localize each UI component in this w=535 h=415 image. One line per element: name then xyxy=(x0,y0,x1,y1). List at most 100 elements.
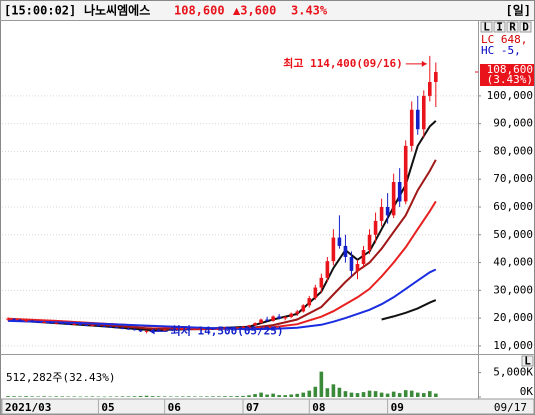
candle-body xyxy=(343,245,348,257)
toolbar-button[interactable] xyxy=(521,355,534,367)
volume-bar xyxy=(397,393,402,397)
candle-body xyxy=(277,316,281,319)
volume-bar xyxy=(54,396,59,397)
candle-body xyxy=(391,182,396,216)
volume-bar xyxy=(427,391,432,397)
volume-bar xyxy=(229,396,233,397)
candle-body xyxy=(48,322,53,324)
y-tick-label: 40,000 xyxy=(493,256,533,269)
toolbar-button[interactable] xyxy=(493,21,506,33)
volume-bar xyxy=(36,396,40,397)
toolbar-label[interactable]: R xyxy=(509,21,516,34)
candle-body xyxy=(144,330,149,332)
candle-body xyxy=(36,321,40,323)
candle-body xyxy=(434,72,438,82)
candle-body xyxy=(301,305,306,312)
x-tick-label: 06 xyxy=(168,401,182,414)
volume-bar xyxy=(211,396,215,397)
volume-bar xyxy=(18,396,22,397)
candle-body xyxy=(30,320,34,322)
volume-bar xyxy=(385,393,390,397)
change: ▲3,600 xyxy=(233,4,276,18)
candle-body xyxy=(373,220,378,235)
candle-body xyxy=(415,109,420,130)
candle-body xyxy=(180,328,185,330)
volume-bar xyxy=(403,390,408,397)
candle-body xyxy=(18,319,22,322)
volume-bar xyxy=(60,396,65,397)
candle-body xyxy=(409,109,414,146)
candle-body xyxy=(174,329,179,331)
last-date: 09/17 xyxy=(494,401,527,414)
candle-body xyxy=(162,329,167,331)
x-axis-bar xyxy=(0,398,535,415)
candle-body xyxy=(403,145,408,202)
volume-bar xyxy=(174,396,179,398)
candle-body xyxy=(96,325,101,327)
candle-body xyxy=(313,287,318,299)
volume-bar xyxy=(205,396,209,397)
volume-bar xyxy=(132,396,137,397)
candle-body xyxy=(120,327,125,329)
moving-average xyxy=(7,159,437,331)
candle-body xyxy=(108,326,113,328)
volume-bar xyxy=(108,396,113,398)
info-text: HC -5, xyxy=(481,44,521,57)
toolbar-label[interactable]: D xyxy=(522,21,529,34)
volume-bar xyxy=(120,396,125,397)
volume-bar xyxy=(168,396,173,397)
volume-tick-label: 5,000K xyxy=(493,366,533,379)
y-tick-label: 80,000 xyxy=(493,144,533,157)
candle-body xyxy=(247,325,251,327)
candle-body xyxy=(319,277,324,288)
toolbar-button[interactable] xyxy=(519,21,532,33)
volume-bar xyxy=(126,396,131,397)
volume-bar xyxy=(72,396,77,397)
annotation-arrowhead xyxy=(421,60,427,67)
volume-bar xyxy=(180,396,185,397)
y-tick-label: 50,000 xyxy=(493,228,533,241)
volume-bar xyxy=(223,396,227,397)
candle-body xyxy=(385,207,390,216)
candle-body xyxy=(331,237,336,262)
candle-body xyxy=(90,325,95,327)
candle-body xyxy=(337,237,342,246)
volume-bar xyxy=(199,396,203,398)
volume-bar xyxy=(367,390,372,397)
candle-body xyxy=(114,327,119,329)
toolbar-label[interactable]: I xyxy=(496,21,503,34)
x-tick-label: 05 xyxy=(101,401,114,414)
toolbar-button[interactable] xyxy=(506,21,519,33)
volume-bar xyxy=(24,396,28,397)
x-tick-label: 08 xyxy=(312,401,325,414)
header-bar xyxy=(1,1,534,20)
period[interactable]: [일] xyxy=(506,4,532,18)
volume-bar xyxy=(349,392,354,397)
volume-bar xyxy=(30,396,34,397)
price-tag-change: (3.43%) xyxy=(487,73,533,86)
candle-body xyxy=(84,325,89,327)
candle-body xyxy=(24,320,28,322)
toolbar-button[interactable] xyxy=(480,21,493,33)
candle-body xyxy=(102,326,107,328)
volume-bar xyxy=(114,396,119,397)
volume-bar xyxy=(186,396,191,397)
annotation: 최고 114,400(09/16) xyxy=(283,56,403,70)
volume-bar xyxy=(42,396,46,397)
candle-body xyxy=(12,318,16,320)
volume-bar xyxy=(271,393,275,397)
candle-body xyxy=(54,322,59,324)
volume-bar xyxy=(90,396,95,397)
volume-bar xyxy=(337,387,342,397)
toolbar-label[interactable]: L xyxy=(524,355,531,368)
volume-bar xyxy=(247,395,251,397)
toolbar-label[interactable]: L xyxy=(483,21,490,34)
candle-body xyxy=(193,328,197,330)
candle-body xyxy=(6,318,10,320)
candle-body xyxy=(199,328,203,330)
candle-body xyxy=(259,319,263,324)
y-tick-label: 10,000 xyxy=(493,339,533,352)
candle-body xyxy=(421,95,426,130)
